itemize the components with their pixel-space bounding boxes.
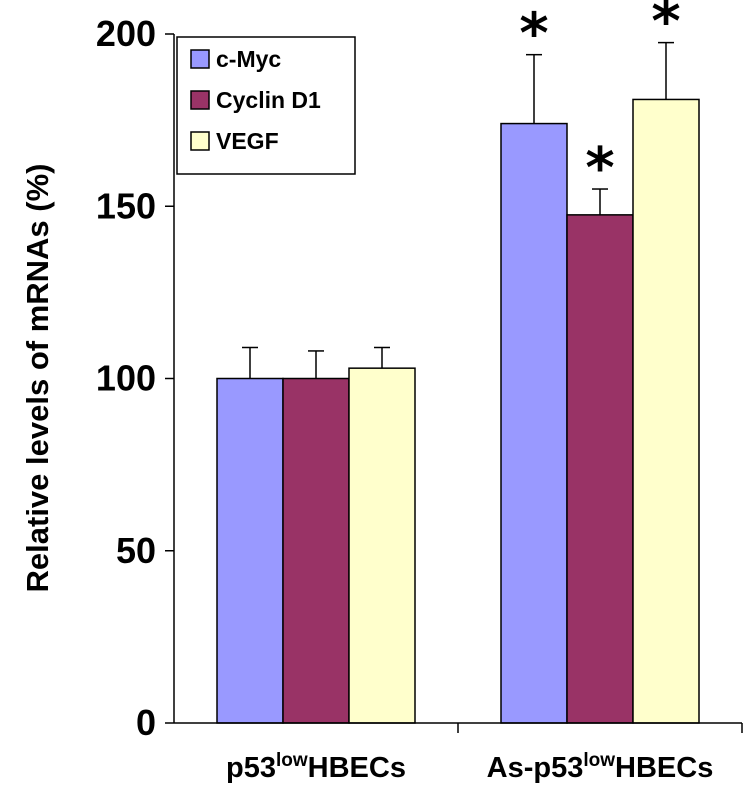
y-axis-label: Relative levels of mRNAs (%) [20,164,55,593]
category-label-part: As-p53 [487,752,584,784]
legend-label: Cyclin D1 [216,87,321,113]
category-label-superscript: low [276,750,308,771]
legend: c-Myc Cyclin D1 VEGF [176,36,356,175]
y-tick-label: 150 [96,185,156,226]
bar-vegf-0 [348,367,416,724]
category-label-part: HBECs [615,752,713,784]
y-tick-label: 200 [96,13,156,54]
legend-label: c-Myc [216,46,281,72]
bar-cyclin-d1-1 [566,214,634,724]
bar-vegf-1 [632,98,700,724]
legend-swatch [190,49,210,69]
x-category-labels: p53lowHBECs As-p53lowHBECs [226,750,713,784]
significance-marker: * [585,136,614,201]
bars-layer: * * * [216,0,700,724]
y-tick-label: 0 [136,702,156,743]
legend-swatch [190,131,210,151]
significance-marker: * [651,0,680,55]
legend-label: VEGF [216,128,279,154]
category-label-part: p53 [226,752,276,784]
x-category-label: As-p53lowHBECs [487,750,714,784]
significance-marker: * [519,2,548,67]
bar-c-myc-0 [216,377,284,724]
y-ticks: 0 50 100 150 200 [96,13,174,743]
category-label-superscript: low [583,750,615,771]
legend-swatch [190,90,210,110]
category-label-part: HBECs [308,752,406,784]
bar-cyclin-d1-0 [282,377,350,724]
x-category-label: p53lowHBECs [226,750,406,784]
bar-c-myc-1 [500,122,568,724]
y-tick-label: 100 [96,358,156,399]
y-tick-label: 50 [116,530,156,571]
